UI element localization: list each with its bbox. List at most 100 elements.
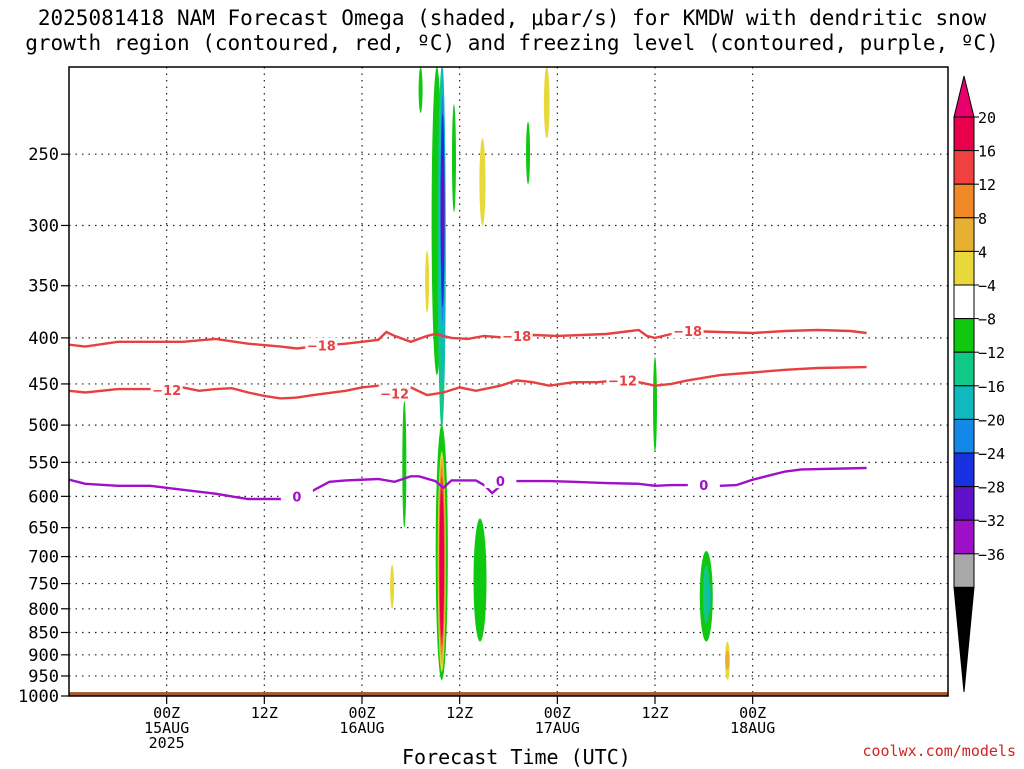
contour-label: 0 [292,490,301,505]
contour-label-bg [671,322,704,338]
y-tick-label: 1000 [18,687,59,707]
colorbar-segment [953,318,975,353]
colorbar-label: −20 [978,411,1005,429]
y-tick-label: 350 [28,277,59,297]
omega-region [440,154,445,263]
omega-region [526,121,531,185]
colorbar-segment [953,452,975,488]
y-tick-label: 600 [28,487,59,507]
x-tick-label: 15AUG [144,719,189,737]
contour-label-bg [150,381,183,397]
contour-label-bg [280,488,313,504]
contour-line [69,466,867,501]
x-tick-label: 12Z [446,704,473,722]
chart-title: 2025081418 NAM Forecast Omega (shaded, μ… [0,6,1024,56]
surface-ground [69,692,948,696]
contour-label: −12 [380,387,409,402]
colorbar-label: 4 [978,243,987,261]
title-line-1: 2025081418 NAM Forecast Omega (shaded, μ… [37,6,987,30]
contour-label: 0 [496,475,505,490]
x-tick-label: 2025 [149,734,185,752]
omega-region [725,650,730,670]
colorbar-label: −28 [978,479,1005,497]
plot-frame [68,66,949,697]
colorbar-segment [953,385,975,420]
y-tick-label: 850 [28,623,59,643]
y-tick-label: 750 [28,575,59,595]
colorbar-segment [953,217,975,252]
y-tick-label: 400 [28,329,59,349]
contour-line [69,365,867,400]
colorbar: 20 16 12 8 4 −4 −8 −12 −16 −20 −24 −28 −32 −36 [953,75,1005,693]
omega-region [402,400,407,528]
colorbar-segment [953,183,975,219]
omega-region [653,356,657,452]
temperature-contours: −18 −18 −18 −12 −12 −12 0 0 0 [69,322,867,505]
y-tick-label: 900 [28,646,59,666]
colorbar-segment [953,116,975,152]
x-tick-label: 12Z [641,704,668,722]
contour-label: −18 [502,330,531,345]
omega-region [451,104,456,213]
y-tick-label: 250 [28,145,59,165]
y-axis: 250 300 350 400 450 500 550 600 650 700 750 800 850 9… [18,145,69,707]
surface-ground [69,692,948,696]
colorbar-label: 16 [978,143,996,161]
y-tick-label: 550 [28,453,59,473]
colorbar-segment [953,418,975,454]
colorbar-segment [953,284,975,320]
contour-label: −12 [608,374,637,389]
contour-label-bg [305,337,338,353]
colorbar-segment [953,351,975,387]
colorbar-label: −8 [978,311,996,329]
omega-region [473,518,487,642]
x-tick-label: 00Z [544,704,571,722]
y-tick-label: 700 [28,548,59,568]
watermark: coolwx.com/models [862,742,1016,760]
contour-label-bg [500,327,533,343]
contour-label-bg [687,477,720,493]
omega-region [425,250,430,313]
colorbar-label: −4 [978,277,996,295]
omega-shading [390,67,730,681]
colorbar-segment [953,150,975,185]
colorbar-label: 20 [978,109,996,127]
colorbar-segment [953,553,975,588]
omega-region [543,67,550,139]
contour-label-bg [378,385,411,401]
colorbar-label: −16 [978,378,1005,396]
omega-region [418,67,423,114]
contour-label-bg [606,372,639,388]
grid-lines [69,67,948,696]
colorbar-segment [953,486,975,521]
y-tick-label: 450 [28,375,59,395]
omega-region [390,564,395,609]
x-tick-label: 17AUG [535,719,580,737]
contour-label: −18 [307,340,336,355]
contour-label: −18 [673,325,702,340]
omega-region [706,580,711,614]
colorbar-label: −36 [978,546,1005,564]
contour-line [69,328,867,350]
x-tick-label: 00Z [348,704,375,722]
colorbar-label: −32 [978,512,1005,530]
omega-region [439,489,444,638]
title-line-2: growth region (contoured, red, ºC) and f… [25,31,999,55]
x-tick-label: 16AUG [339,719,384,737]
y-tick-label: 950 [28,667,59,687]
x-tick-label: 12Z [251,704,278,722]
x-axis-label: Forecast Time (UTC) [402,745,631,769]
x-tick-label: 00Z [739,704,766,722]
y-tick-label: 500 [28,416,59,436]
colorbar-label: 8 [978,210,987,228]
colorbar-label: 12 [978,176,996,194]
colorbar-label: −12 [978,344,1005,362]
colorbar-segment [953,519,975,555]
colorbar-top-arrow [953,75,975,118]
x-tick-label: 00Z [153,704,180,722]
x-tick-label: 18AUG [730,719,775,737]
colorbar-label: −24 [978,445,1005,463]
contour-label: 0 [699,479,708,494]
y-tick-label: 800 [28,600,59,620]
